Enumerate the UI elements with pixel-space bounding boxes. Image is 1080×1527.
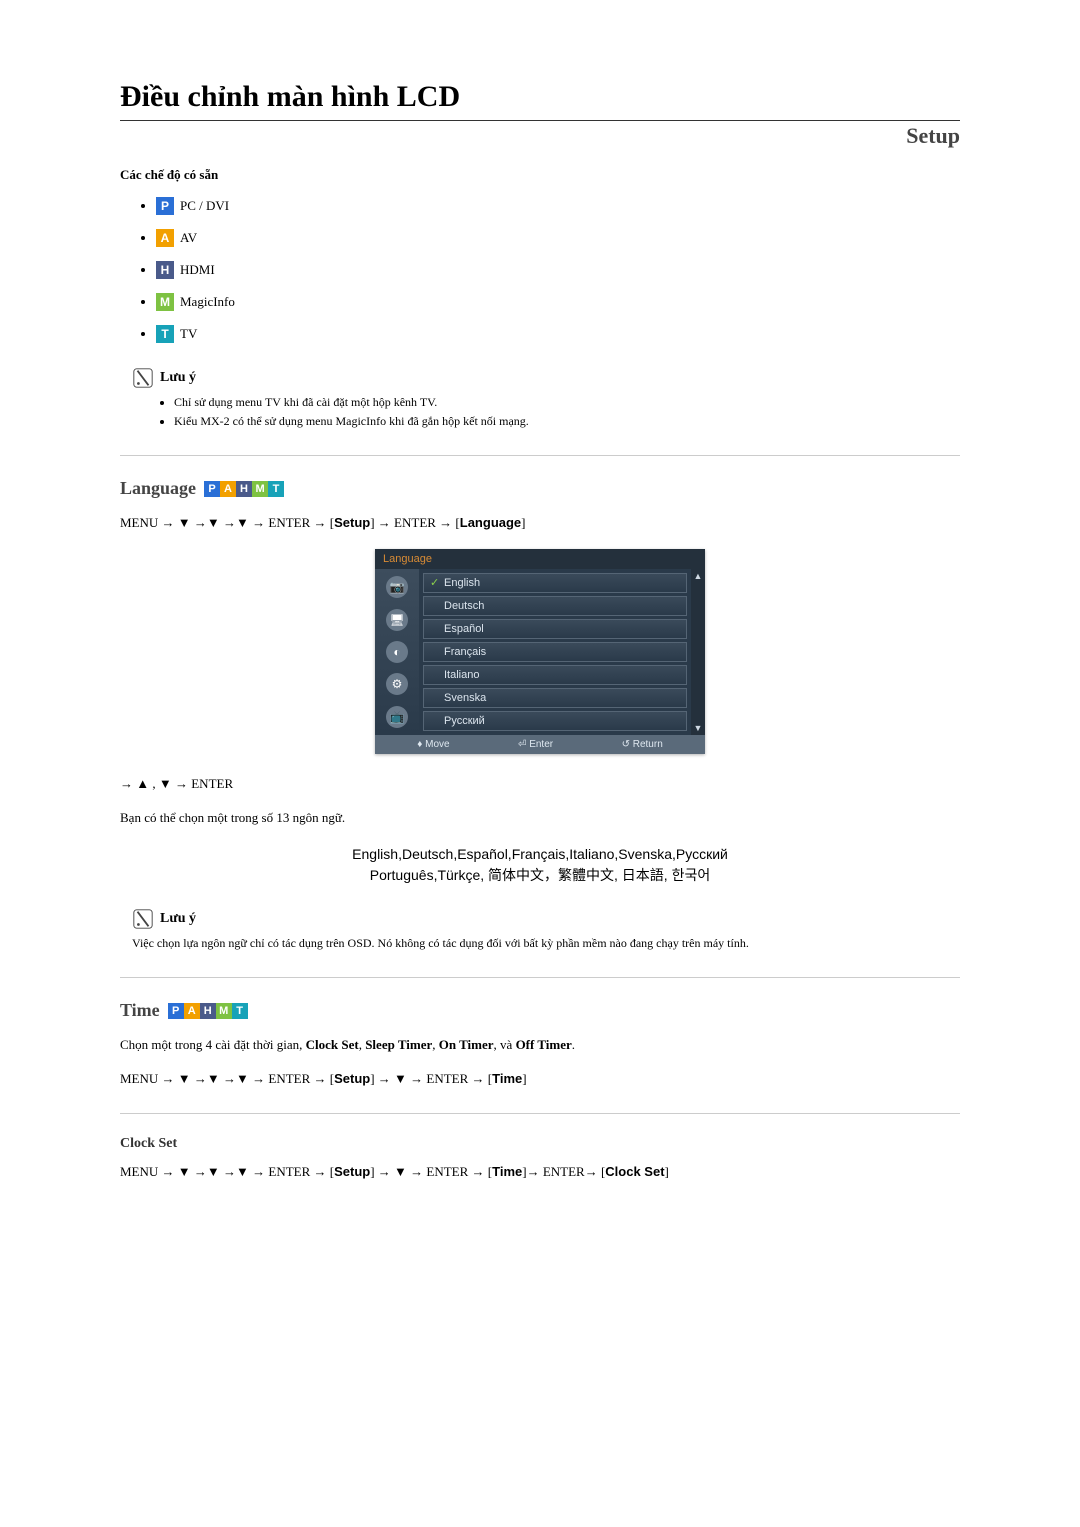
language-post-nav: → ▲ , ▼ → ENTER <box>120 776 960 792</box>
osd-side-icon[interactable]: ◐ <box>386 641 408 663</box>
a-icon: A <box>184 1003 200 1019</box>
divider <box>120 977 960 978</box>
language-osd: Language 📷 🖥 ◐ ⚙ 📺 English Deutsch Españ… <box>375 549 705 754</box>
mode-label: PC / DVI <box>180 198 229 214</box>
mode-item: H HDMI <box>156 261 960 279</box>
osd-side-icons: 📷 🖥 ◐ ⚙ 📺 <box>375 569 419 735</box>
osd-item-english[interactable]: English <box>423 573 687 593</box>
m-icon: M <box>156 293 174 311</box>
osd-item-russian[interactable]: Русский <box>423 711 687 731</box>
mode-label: TV <box>180 326 197 342</box>
t-icon: T <box>156 325 174 343</box>
h-icon: H <box>236 481 252 497</box>
note-list: Chỉ sử dụng menu TV khi đã cài đặt một h… <box>174 395 960 429</box>
p-icon: P <box>156 197 174 215</box>
osd-scroll[interactable]: ▲ ▼ <box>691 569 705 735</box>
h-icon: H <box>200 1003 216 1019</box>
mode-label: AV <box>180 230 197 246</box>
mode-item: P PC / DVI <box>156 197 960 215</box>
mode-label: MagicInfo <box>180 294 235 310</box>
modes-list: P PC / DVI A AV H HDMI M MagicInfo T <box>156 197 960 343</box>
time-menu-path: MENU → ▼ →▼ →▼ → ENTER → [Setup] → ▼ → E… <box>120 1071 960 1087</box>
modes-heading: Các chế độ có sẵn <box>120 167 960 183</box>
note-title: Lưu ý <box>160 911 196 927</box>
language-list: English,Deutsch,Español,Français,Italian… <box>120 844 960 886</box>
divider <box>120 1113 960 1114</box>
clockset-menu-path: MENU → ▼ →▼ →▼ → ENTER → [Setup] → ▼ → E… <box>120 1164 960 1180</box>
mode-item: T TV <box>156 325 960 343</box>
osd-side-icon[interactable]: 📺 <box>386 706 408 728</box>
note-item: Kiểu MX-2 có thể sử dụng menu MagicInfo … <box>174 414 960 429</box>
page-title: Điều chỉnh màn hình LCD <box>120 80 960 114</box>
osd-item-svenska[interactable]: Svenska <box>423 688 687 708</box>
p-icon: P <box>204 481 220 497</box>
osd-item-francais[interactable]: Français <box>423 642 687 662</box>
p-icon: P <box>168 1003 184 1019</box>
osd-title: Language <box>375 549 705 569</box>
a-icon: A <box>156 229 174 247</box>
scroll-down-icon[interactable]: ▼ <box>694 723 703 733</box>
osd-item-deutsch[interactable]: Deutsch <box>423 596 687 616</box>
note-icon <box>132 367 154 389</box>
title-rule <box>120 120 960 121</box>
language-menu-path: MENU → ▼ →▼ →▼ → ENTER → [Setup] → ENTER… <box>120 515 960 531</box>
mode-label: HDMI <box>180 262 215 278</box>
divider <box>120 455 960 456</box>
osd-footer-move: ♦ Move <box>417 739 449 750</box>
time-intro: Chọn một trong 4 cài đặt thời gian, Cloc… <box>120 1037 960 1053</box>
h-icon: H <box>156 261 174 279</box>
language-heading: Language <box>120 478 196 499</box>
pahmt-badges: P A H M T <box>168 1003 248 1019</box>
osd-side-icon[interactable]: ⚙ <box>386 673 408 695</box>
osd-footer-return: ↺ Return <box>622 739 663 750</box>
m-icon: M <box>252 481 268 497</box>
language-body-text: Bạn có thể chọn một trong số 13 ngôn ngữ… <box>120 810 960 826</box>
time-heading: Time <box>120 1000 160 1021</box>
osd-item-italiano[interactable]: Italiano <box>423 665 687 685</box>
osd-side-icon[interactable]: 📷 <box>386 576 408 598</box>
m-icon: M <box>216 1003 232 1019</box>
pahmt-badges: P A H M T <box>204 481 284 497</box>
scroll-up-icon[interactable]: ▲ <box>694 571 703 581</box>
osd-footer: ♦ Move ⏎ Enter ↺ Return <box>375 735 705 754</box>
note-item: Chỉ sử dụng menu TV khi đã cài đặt một h… <box>174 395 960 410</box>
osd-item-espanol[interactable]: Español <box>423 619 687 639</box>
mode-item: A AV <box>156 229 960 247</box>
osd-language-list: English Deutsch Español Français Italian… <box>419 569 691 735</box>
note-icon <box>132 908 154 930</box>
a-icon: A <box>220 481 236 497</box>
osd-side-icon[interactable]: 🖥 <box>386 609 408 631</box>
setup-label: Setup <box>120 123 960 149</box>
clockset-heading: Clock Set <box>120 1136 960 1152</box>
t-icon: T <box>232 1003 248 1019</box>
note-title: Lưu ý <box>160 370 196 386</box>
mode-item: M MagicInfo <box>156 293 960 311</box>
language-note-body: Việc chọn lựa ngôn ngữ chỉ có tác dụng t… <box>132 936 960 951</box>
t-icon: T <box>268 481 284 497</box>
osd-footer-enter: ⏎ Enter <box>518 739 553 750</box>
